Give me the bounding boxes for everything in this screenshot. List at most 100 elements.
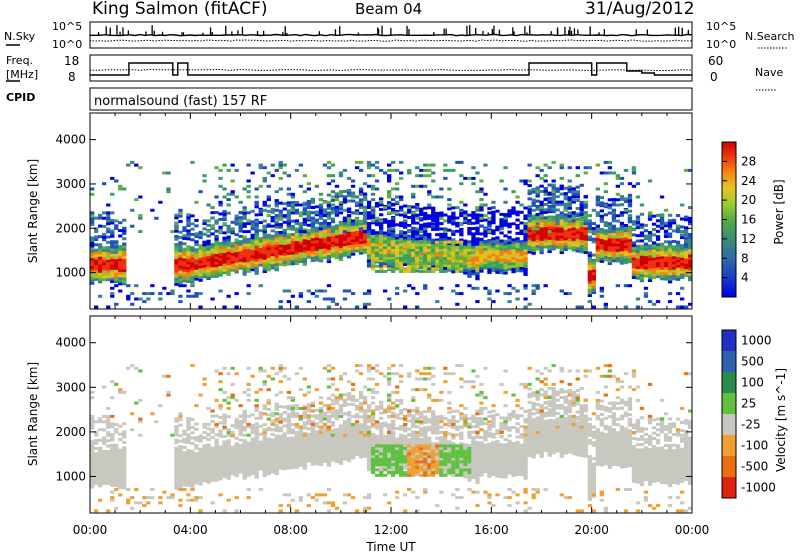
velocity-cell bbox=[198, 482, 203, 486]
power-cell bbox=[242, 235, 247, 239]
power-cell bbox=[535, 223, 540, 227]
power-cell bbox=[362, 251, 368, 254]
power-cell bbox=[318, 256, 324, 260]
velocity-cell bbox=[294, 465, 300, 469]
power-cell bbox=[439, 240, 444, 244]
power-cell bbox=[338, 174, 344, 178]
power-cell bbox=[94, 259, 99, 263]
power-cell bbox=[362, 192, 368, 196]
power-cell bbox=[238, 245, 243, 249]
power-heatmap-cells bbox=[90, 160, 693, 309]
power-cell bbox=[242, 187, 247, 191]
velocity-cell bbox=[330, 439, 336, 443]
nsky-spike bbox=[286, 33, 288, 35]
power-cell bbox=[90, 252, 95, 256]
velocity-cell bbox=[222, 475, 227, 479]
power-cell bbox=[567, 236, 572, 240]
power-cell bbox=[599, 289, 605, 293]
power-cell bbox=[603, 182, 609, 186]
power-cell bbox=[411, 234, 416, 238]
velocity-cell bbox=[274, 412, 279, 416]
velocity-cell bbox=[262, 433, 267, 437]
power-cell bbox=[218, 212, 223, 216]
power-cell bbox=[423, 267, 428, 271]
power-cell bbox=[318, 224, 324, 228]
power-cell bbox=[354, 305, 360, 309]
power-cell bbox=[591, 285, 597, 289]
velocity-cell bbox=[282, 464, 287, 468]
power-cell bbox=[334, 243, 340, 247]
power-cell bbox=[334, 211, 340, 215]
power-cell bbox=[254, 261, 259, 265]
power-cell bbox=[210, 216, 215, 220]
power-cell bbox=[106, 262, 111, 266]
power-cell bbox=[607, 211, 613, 215]
velocity-cell bbox=[174, 473, 179, 477]
power-cell bbox=[503, 223, 508, 227]
power-cell bbox=[459, 292, 464, 296]
power-cell bbox=[551, 190, 556, 194]
velocity-cell bbox=[326, 458, 332, 462]
power-cell bbox=[254, 242, 259, 246]
power-cell bbox=[471, 213, 476, 217]
velocity-cell bbox=[330, 445, 336, 449]
velocity-cell bbox=[294, 404, 300, 408]
power-cell bbox=[258, 184, 263, 188]
velocity-cell bbox=[322, 435, 328, 439]
power-cell bbox=[366, 238, 372, 241]
power-cell bbox=[439, 227, 444, 231]
power-cell bbox=[591, 266, 597, 270]
power-cell bbox=[615, 243, 621, 247]
power-cell bbox=[246, 261, 251, 265]
power-cell bbox=[118, 255, 123, 259]
power-cell bbox=[639, 274, 645, 277]
power-cell bbox=[515, 289, 520, 293]
power-cell bbox=[475, 208, 480, 212]
power-cell bbox=[688, 248, 693, 252]
power-cell bbox=[631, 184, 637, 188]
power-cell bbox=[106, 264, 111, 268]
power-cell bbox=[639, 258, 645, 261]
power-cell bbox=[98, 235, 103, 239]
power-cell bbox=[487, 216, 492, 220]
velocity-cell bbox=[222, 390, 227, 394]
power-cell bbox=[306, 213, 312, 217]
velocity-cell bbox=[302, 431, 308, 435]
power-cell bbox=[242, 267, 247, 271]
power-cell bbox=[559, 240, 564, 244]
power-cell bbox=[399, 256, 404, 260]
power-cell bbox=[286, 214, 292, 218]
velocity-cell bbox=[274, 458, 279, 462]
power-cell bbox=[226, 248, 231, 252]
velocity-cell bbox=[174, 428, 179, 432]
power-cell bbox=[643, 266, 649, 270]
power-cell bbox=[266, 244, 271, 248]
power-cell bbox=[555, 189, 560, 193]
power-cell bbox=[659, 250, 665, 254]
velocity-cell bbox=[114, 449, 119, 453]
power-cell bbox=[623, 210, 629, 214]
power-cell bbox=[202, 240, 207, 244]
velocity-cell bbox=[234, 426, 239, 430]
power-cell bbox=[475, 242, 480, 246]
velocity-cell bbox=[90, 458, 95, 462]
power-cell bbox=[250, 252, 255, 256]
power-cell bbox=[262, 235, 267, 239]
power-cell bbox=[447, 168, 452, 172]
power-cell bbox=[314, 205, 320, 209]
power-cell bbox=[483, 239, 488, 243]
power-cell bbox=[366, 248, 372, 252]
power-cell bbox=[479, 179, 484, 183]
power-cell bbox=[495, 249, 500, 253]
power-cell bbox=[366, 166, 372, 170]
velocity-cell bbox=[334, 449, 340, 453]
velocity-cell bbox=[318, 439, 324, 443]
power-cell bbox=[403, 243, 408, 247]
velocity-cell bbox=[330, 447, 336, 451]
power-cell bbox=[419, 234, 424, 238]
power-cell bbox=[419, 218, 424, 222]
power-cell bbox=[435, 225, 440, 229]
nsky-spike bbox=[573, 28, 576, 35]
velocity-cell bbox=[218, 493, 223, 497]
power-cell bbox=[262, 230, 267, 234]
